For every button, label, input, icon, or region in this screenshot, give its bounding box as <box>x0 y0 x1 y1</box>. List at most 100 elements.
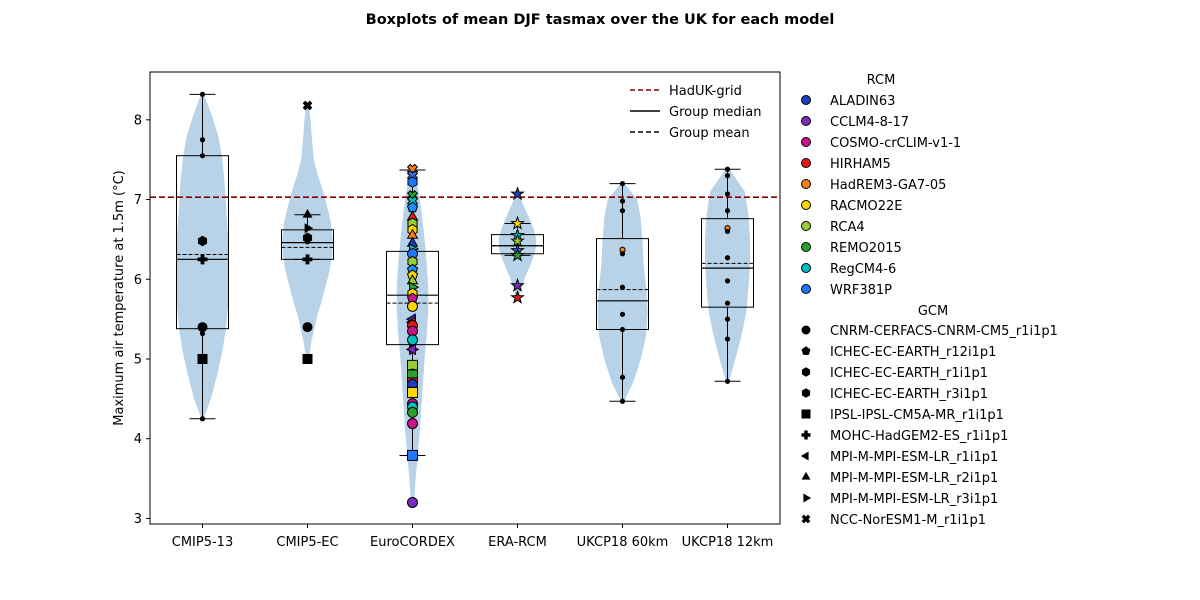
rcm-legend-label: ALADIN63 <box>830 94 895 109</box>
gcm-legend-marker <box>800 451 809 461</box>
rcm-legend-label: HIRHAM5 <box>830 157 891 172</box>
rcm-legend-marker <box>801 95 811 105</box>
plot-frame <box>149 71 781 525</box>
y-tick-label: 6 <box>134 273 142 288</box>
gcm-legend-marker <box>803 493 812 503</box>
x-axis: CMIP5-13 CMIP5-EC EuroCORDEX ERA-RCM UKCP18 … <box>172 524 774 550</box>
data-point <box>724 300 731 306</box>
data-point <box>619 198 626 204</box>
data-point <box>407 449 418 461</box>
rcm-legend-marker <box>801 221 811 231</box>
data-point <box>405 343 416 356</box>
rcm-legend-marker <box>801 200 811 210</box>
rcm-legend: RCM ALADIN63 CCLM4-8-17 COSMO-crCLIM-v1-1 HI… <box>801 73 961 298</box>
data-point <box>510 247 525 262</box>
data-point <box>619 326 626 333</box>
data-point <box>302 322 313 333</box>
data-point <box>619 208 626 214</box>
rcm-legend-marker <box>801 179 811 189</box>
legend-line-label: Group mean <box>669 126 750 141</box>
x-tick-label: ERA-RCM <box>488 535 547 550</box>
data-point <box>724 173 731 179</box>
data-point <box>407 406 418 418</box>
data-point <box>199 153 206 159</box>
rcm-legend-marker <box>801 242 811 252</box>
gcm-legend-marker <box>801 514 811 524</box>
data-point <box>724 228 731 235</box>
data-point <box>724 255 731 261</box>
y-axis: 3 4 5 6 7 8 <box>134 113 150 527</box>
rcm-legend-label: RCA4 <box>830 220 865 235</box>
gcm-legend-label: MPI-M-MPI-ESM-LR_r1i1p1 <box>830 450 998 465</box>
violin-4 <box>597 183 648 402</box>
rcm-legend-marker <box>801 284 811 294</box>
chart-title: Boxplots of mean DJF tasmax over the UK … <box>366 12 835 28</box>
gcm-legend-marker-shape <box>801 514 811 524</box>
gcm-legend-label: MOHC-HadGEM2-ES_r1i1p1 <box>830 429 1008 444</box>
gcm-legend-label: IPSL-IPSL-CM5A-MR_r1i1p1 <box>830 408 1004 423</box>
rcm-legend-marker <box>801 158 811 168</box>
x-tick-label: EuroCORDEX <box>370 535 455 550</box>
gcm-legend-marker <box>801 346 811 355</box>
data-point <box>199 330 206 337</box>
gcm-legend-title: GCM <box>918 304 948 319</box>
data-point-shape <box>302 100 313 111</box>
data-point <box>302 353 313 364</box>
data-point <box>407 496 418 508</box>
data-point <box>724 316 731 322</box>
data-point <box>724 166 731 172</box>
rcm-legend-label: CCLM4-8-17 <box>830 115 909 130</box>
y-tick-label: 4 <box>134 432 142 447</box>
rcm-legend-label: HadREM3-GA7-05 <box>830 178 946 193</box>
boxes <box>176 93 754 456</box>
data-point <box>197 353 208 364</box>
gcm-legend-label: ICHEC-EC-EARTH_r1i1p1 <box>830 366 988 381</box>
data-point <box>407 418 418 430</box>
y-tick-label: 7 <box>134 193 142 208</box>
data-point <box>724 191 731 197</box>
rcm-legend-marker <box>801 116 811 126</box>
data-point <box>619 284 626 290</box>
gcm-legend-marker <box>801 471 811 480</box>
x-tick-label: UKCP18 60km <box>577 535 669 550</box>
data-point <box>619 251 626 257</box>
data-point <box>407 334 418 346</box>
data-points <box>197 91 731 508</box>
y-tick-label: 8 <box>134 113 142 128</box>
rcm-legend-label: COSMO-crCLIM-v1-1 <box>830 136 961 151</box>
gcm-legend-label: CNRM-CERFACS-CNRM-CM5_r1i1p1 <box>830 324 1058 339</box>
violin-5 <box>704 169 751 382</box>
legend-line-label: HadUK-grid <box>669 84 742 99</box>
data-point <box>304 223 314 234</box>
line-legend: HadUK-grid Group median Group mean <box>630 84 761 141</box>
data-point <box>619 398 626 404</box>
violins <box>176 94 751 503</box>
rcm-legend-label: RegCM4-6 <box>830 262 896 277</box>
data-point <box>510 186 525 201</box>
data-point <box>199 239 206 246</box>
rcm-legend-marker <box>801 263 811 273</box>
data-point <box>407 176 418 188</box>
data-point <box>302 100 313 111</box>
gcm-legend-label: ICHEC-EC-EARTH_r12i1p1 <box>830 345 996 360</box>
rcm-legend-label: RACMO22E <box>830 199 902 214</box>
data-point <box>407 300 418 312</box>
data-point <box>407 386 418 398</box>
gcm-legend-label: NCC-NorESM1-M_r1i1p1 <box>830 513 986 528</box>
data-point <box>197 254 208 265</box>
data-point <box>510 215 525 230</box>
data-point <box>302 254 313 265</box>
y-axis-label: Maximum air temperature at 1.5m (°C) <box>112 170 127 425</box>
data-point <box>199 416 206 422</box>
x-tick-label: UKCP18 12km <box>682 535 774 550</box>
gcm-legend-label: MPI-M-MPI-ESM-LR_r3i1p1 <box>830 492 998 507</box>
gcm-legend-marker <box>801 367 811 377</box>
gcm-legend-marker <box>801 409 811 419</box>
y-tick-label: 5 <box>134 352 142 367</box>
data-point <box>619 311 626 317</box>
rcm-legend-label: WRF381P <box>830 283 892 298</box>
data-point <box>302 232 313 244</box>
data-point <box>199 91 206 97</box>
x-tick-label: CMIP5-EC <box>276 535 338 550</box>
